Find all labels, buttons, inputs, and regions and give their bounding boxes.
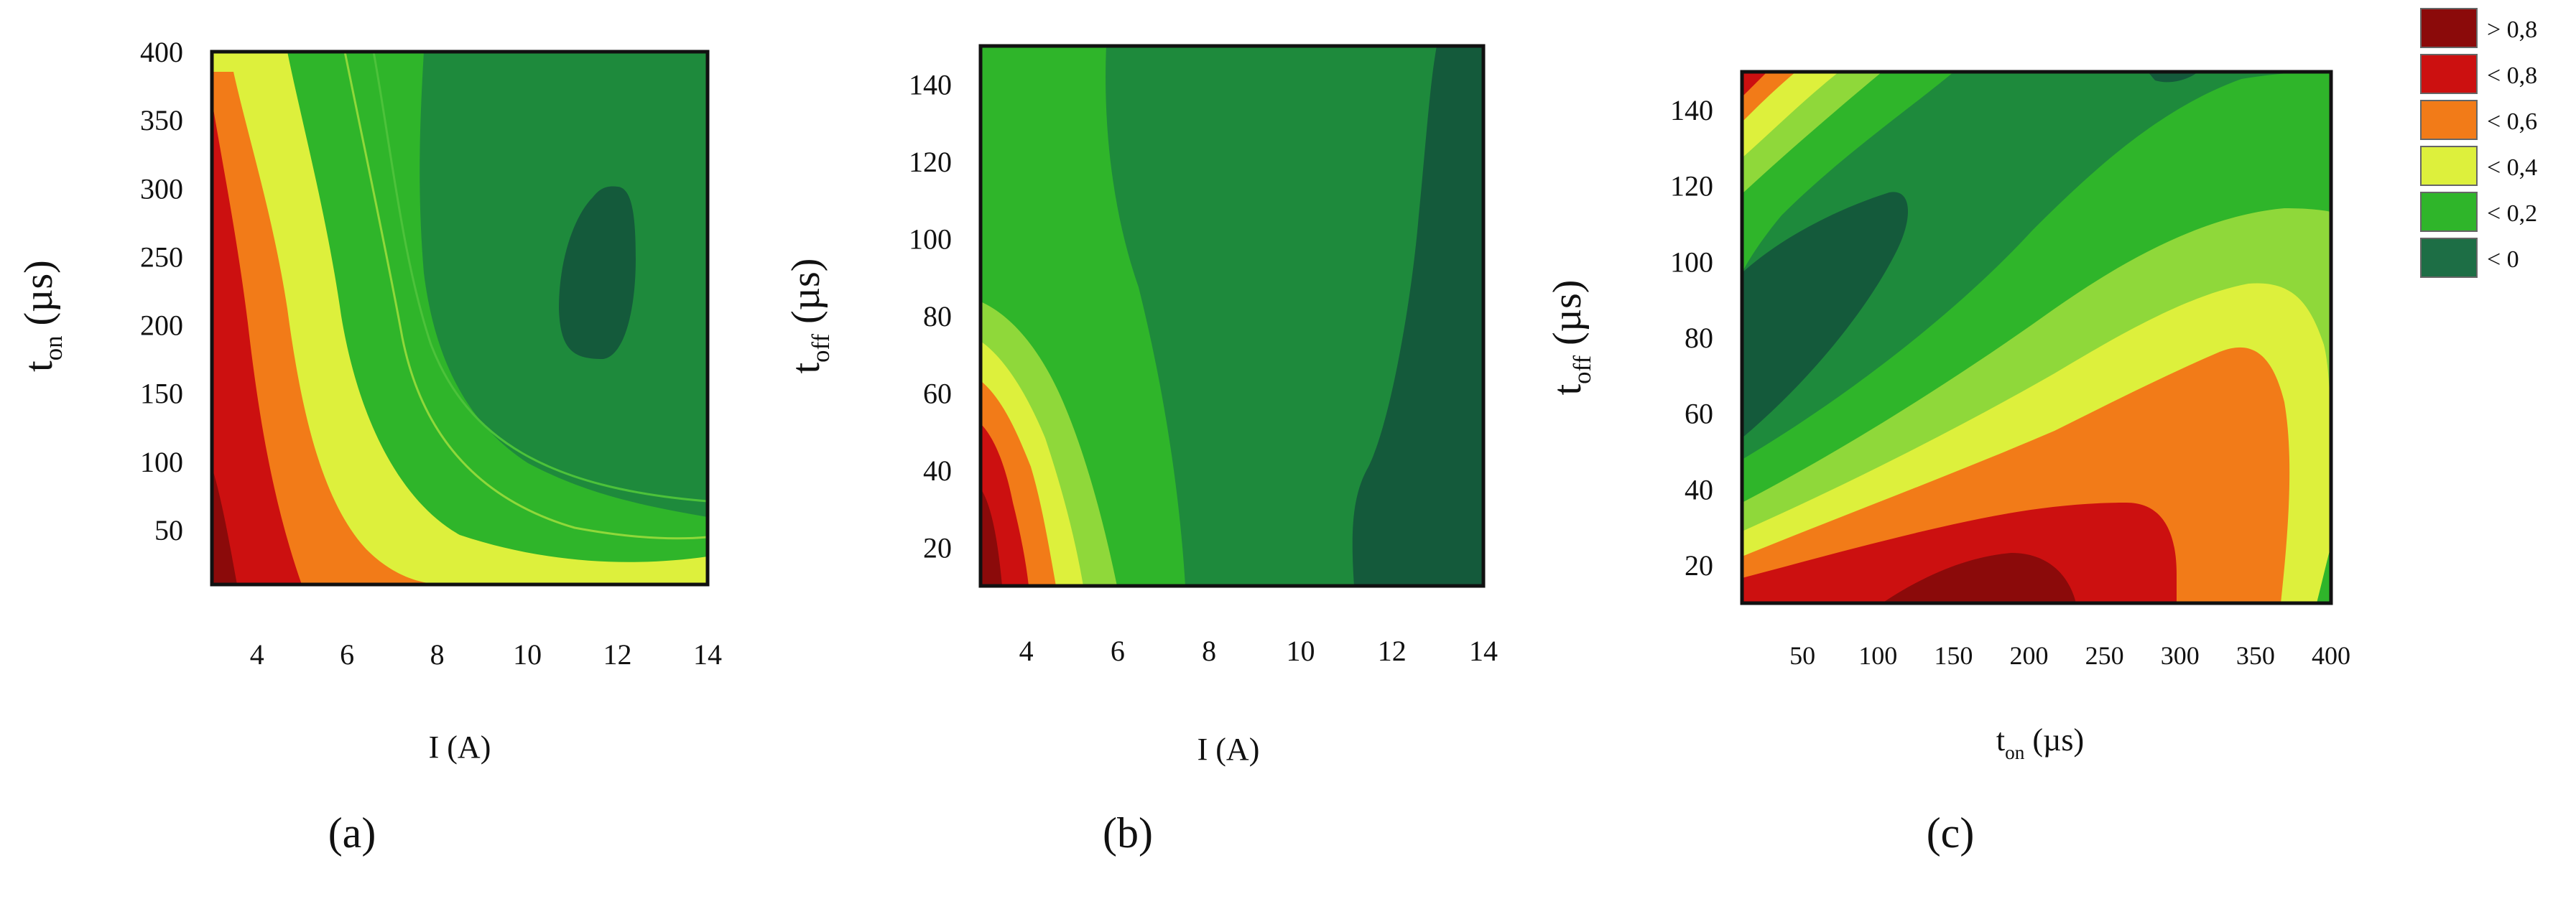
y-tick-label: 50: [154, 514, 183, 546]
x-axis-label: I (A): [429, 730, 491, 765]
y-tick-label: 250: [140, 241, 183, 273]
x-tick-label: 14: [1469, 635, 1498, 667]
contour-band: [1742, 72, 1796, 122]
y-axis-label: toff (µs): [784, 258, 835, 374]
contour-band: [212, 467, 237, 584]
legend-label: < 0: [2487, 246, 2519, 273]
contour-band: [1742, 192, 1909, 438]
y-tick-label: 60: [1685, 398, 1713, 430]
panel-b-ticks: 4 6 8 10 12 14 20 40 60 80 100 120 140: [909, 69, 1498, 667]
legend-swatch: [2420, 192, 2478, 232]
panel-a-ticks: 4 6 8 10 12 14 50 100 150 200 250 300 350 400: [140, 36, 722, 671]
legend-label: < 0,2: [2487, 200, 2537, 227]
panel-b: 4 6 8 10 12 14 20 40 60 80 100 120 140 I (A) toff (µ…: [784, 44, 1498, 857]
y-tick-label: 150: [140, 378, 183, 410]
panel-c-contours: [1742, 72, 2331, 603]
contour-band: [1882, 553, 2076, 603]
x-tick-label: 150: [1934, 641, 1973, 670]
x-tick-label: 200: [2009, 641, 2048, 670]
contour-line: [343, 52, 708, 540]
x-tick-label: 300: [2161, 641, 2200, 670]
x-tick-label: 14: [693, 638, 722, 671]
y-tick-label: 100: [1670, 246, 1713, 278]
contour-band: [1742, 503, 2177, 603]
y-tick-label: 60: [923, 377, 952, 409]
contour-band: [1742, 72, 1767, 97]
contour-band: [1352, 46, 1483, 586]
plot-frame: [978, 44, 1486, 588]
legend-label: < 0,4: [2487, 154, 2537, 181]
x-tick-label: 12: [1378, 635, 1407, 667]
y-axis-label: toff (µs): [1545, 280, 1596, 396]
x-tick-label: 4: [1019, 635, 1034, 667]
contour-band: [981, 488, 1002, 586]
panel-label: (a): [328, 809, 376, 857]
x-tick-label: 50: [1789, 641, 1815, 670]
contour-band: [2148, 72, 2198, 83]
y-tick-label: 20: [1685, 549, 1713, 582]
contour-band: [212, 72, 445, 584]
panel-c-ticks: 50 100 150 200 250 300 350 400 20 40 60 80 100 120 140: [1670, 94, 2350, 670]
panel-label: (c): [1927, 809, 1975, 857]
x-tick-label: 350: [2236, 641, 2275, 670]
x-axis-label: ton (µs): [1996, 722, 2084, 763]
x-tick-label: 10: [513, 638, 542, 671]
y-axis-label: ton (µs): [17, 260, 68, 372]
y-tick-label: 400: [140, 36, 183, 68]
y-tick-label: 20: [923, 531, 952, 564]
legend-swatch: [2420, 54, 2478, 94]
y-tick-label: 350: [140, 104, 183, 136]
contour-band: [212, 52, 708, 584]
x-tick-label: 250: [2085, 641, 2124, 670]
y-tick-label: 80: [1685, 322, 1713, 354]
panel-label: (b): [1103, 809, 1153, 857]
x-axis-label: I (A): [1197, 732, 1260, 767]
panel-a-contours: [212, 52, 708, 584]
x-tick-label: 10: [1286, 635, 1315, 667]
x-tick-label: 12: [603, 638, 632, 671]
panel-a: 4 6 8 10 12 14 50 100 150 200 250 300 350 400 I (A) t…: [17, 36, 722, 857]
y-tick-label: 100: [909, 223, 952, 256]
y-tick-label: 200: [140, 309, 183, 342]
legend-label: < 0,8: [2487, 62, 2537, 89]
contour-band: [2317, 546, 2331, 603]
y-tick-label: 140: [909, 69, 952, 101]
plot-frame: [1740, 70, 2333, 605]
y-tick-label: 120: [1670, 170, 1713, 202]
contour-line: [372, 52, 708, 503]
plot-frame: [210, 50, 710, 587]
legend-label: > 0,8: [2487, 17, 2537, 43]
y-tick-label: 100: [140, 446, 183, 478]
legend-label: < 0,6: [2487, 108, 2537, 135]
x-tick-label: 400: [2312, 641, 2350, 670]
x-tick-label: 6: [340, 638, 354, 671]
y-tick-label: 140: [1670, 94, 1713, 126]
legend-swatch: [2420, 100, 2478, 140]
x-tick-label: 8: [1202, 635, 1216, 667]
panel-b-contours: [981, 46, 1483, 586]
x-tick-label: 100: [1858, 641, 1897, 670]
contour-band: [212, 101, 302, 584]
legend-swatch: [2420, 238, 2478, 278]
legend: > 0,8 < 0,8 < 0,6 < 0,4 < 0,2 < 0: [2420, 8, 2537, 278]
y-tick-label: 120: [909, 146, 952, 178]
legend-swatch: [2420, 8, 2478, 48]
legend-swatch: [2420, 146, 2478, 186]
contour-band: [559, 186, 636, 359]
y-tick-label: 40: [923, 455, 952, 487]
x-tick-label: 8: [430, 638, 445, 671]
y-tick-label: 40: [1685, 473, 1713, 506]
panel-c: 50 100 150 200 250 300 350 400 20 40 60 80 100 120 140…: [1545, 70, 2350, 857]
y-tick-label: 300: [140, 172, 183, 205]
x-tick-label: 4: [250, 638, 264, 671]
x-tick-label: 6: [1111, 635, 1125, 667]
y-tick-label: 80: [923, 300, 952, 332]
